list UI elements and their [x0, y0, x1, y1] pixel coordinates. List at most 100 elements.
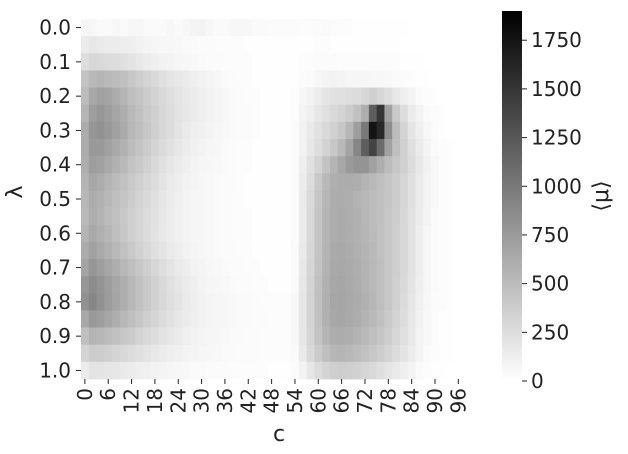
heatmap-cell — [158, 156, 167, 174]
heatmap-cell — [127, 207, 136, 226]
heatmap-cell — [166, 327, 175, 346]
heatmap-cell — [423, 327, 432, 346]
heatmap-cell — [291, 224, 300, 243]
heatmap-cell — [259, 139, 269, 157]
heatmap-cell — [252, 224, 261, 243]
heatmap-cell — [104, 344, 113, 363]
heatmap-cell — [376, 361, 385, 380]
heatmap-cell — [197, 224, 206, 243]
heatmap-cell — [151, 19, 160, 37]
heatmap-cell — [361, 87, 370, 106]
heatmap-cell — [119, 156, 129, 174]
heatmap-cell — [182, 87, 191, 106]
heatmap-cell — [236, 344, 245, 363]
heatmap-cell — [174, 156, 183, 174]
heatmap-cell — [189, 87, 199, 106]
heatmap-cell — [119, 19, 129, 37]
heatmap-cell — [112, 241, 121, 260]
heatmap-cell — [221, 327, 230, 346]
heatmap-cell — [306, 344, 315, 363]
heatmap-cell — [376, 121, 385, 140]
y-tick-label: 0.0 — [39, 16, 71, 40]
heatmap-cell — [275, 293, 284, 311]
colorbar-tick-label: 1000 — [531, 174, 582, 198]
heatmap-cell — [438, 36, 448, 54]
heatmap-cell — [392, 190, 401, 208]
heatmap-cell — [143, 139, 152, 157]
heatmap-cell — [135, 70, 144, 88]
heatmap-cell — [376, 190, 385, 208]
heatmap-cell — [259, 36, 269, 54]
heatmap-cell — [368, 139, 378, 157]
heatmap-cell — [298, 156, 308, 174]
heatmap-cell — [361, 276, 370, 294]
heatmap-cell — [376, 327, 385, 346]
heatmap-cell — [384, 310, 393, 328]
heatmap-cell — [104, 310, 113, 328]
heatmap-cell — [81, 173, 90, 191]
heatmap-cell — [174, 19, 183, 37]
heatmap-cell — [174, 53, 183, 71]
heatmap-cell — [236, 207, 245, 226]
heatmap-cell — [376, 36, 385, 54]
heatmap-cell — [213, 121, 222, 140]
heatmap-cell — [392, 173, 401, 191]
heatmap-cell — [345, 224, 354, 243]
heatmap-cell — [345, 121, 354, 140]
heatmap-cell — [322, 259, 331, 277]
heatmap-cell — [252, 310, 261, 328]
heatmap-cell — [298, 259, 308, 277]
heatmap-cell — [96, 327, 105, 346]
heatmap-cell — [151, 173, 160, 191]
heatmap-cell — [112, 19, 121, 37]
heatmap-cell — [174, 121, 183, 140]
heatmap-cell — [244, 53, 253, 71]
heatmap-cell — [189, 104, 199, 123]
heatmap-cell — [88, 156, 97, 174]
heatmap-cell — [221, 87, 230, 106]
heatmap-cell — [368, 310, 378, 328]
heatmap-cell — [236, 241, 245, 260]
heatmap-cell — [259, 276, 269, 294]
heatmap-cell — [329, 173, 339, 191]
heatmap-cell — [189, 19, 199, 37]
heatmap-cell — [205, 241, 214, 260]
heatmap-cell — [205, 190, 214, 208]
heatmap-cell — [182, 310, 191, 328]
heatmap-cell — [337, 310, 346, 328]
heatmap-cell — [337, 241, 346, 260]
heatmap-cell — [119, 310, 129, 328]
heatmap-cell — [314, 53, 323, 71]
heatmap-cell — [143, 121, 152, 140]
heatmap-cell — [291, 310, 300, 328]
heatmap-cell — [399, 19, 409, 37]
heatmap-cell — [337, 361, 346, 380]
heatmap-cell — [462, 104, 471, 123]
heatmap-cell — [298, 241, 308, 260]
heatmap-cell — [135, 19, 144, 37]
heatmap-cell — [431, 276, 440, 294]
heatmap-cell — [337, 87, 346, 106]
heatmap-cell — [81, 190, 90, 208]
heatmap-cell — [399, 87, 409, 106]
heatmap-cell — [166, 139, 175, 157]
heatmap-cell — [221, 36, 230, 54]
heatmap-cell — [322, 327, 331, 346]
heatmap-cell — [423, 276, 432, 294]
heatmap-cell — [306, 139, 315, 157]
colorbar-tick-label: 1500 — [531, 77, 582, 101]
heatmap-cell — [213, 224, 222, 243]
heatmap-cell — [252, 87, 261, 106]
heatmap-cell — [228, 139, 237, 157]
heatmap-cell — [158, 224, 167, 243]
heatmap-cell — [314, 139, 323, 157]
heatmap-cell — [112, 104, 121, 123]
heatmap-cell — [213, 19, 222, 37]
heatmap-cell — [454, 276, 463, 294]
heatmap-cell — [221, 173, 230, 191]
heatmap-cell — [267, 156, 276, 174]
heatmap-cell — [259, 190, 269, 208]
heatmap-cell — [127, 104, 136, 123]
heatmap-cell — [112, 190, 121, 208]
heatmap-cell — [236, 259, 245, 277]
